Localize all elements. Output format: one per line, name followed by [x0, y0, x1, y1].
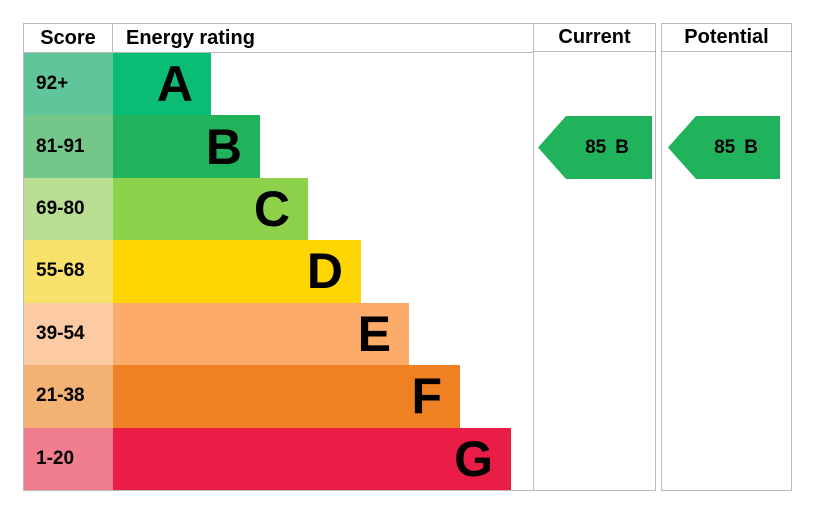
rating-band-bar: B: [113, 115, 260, 178]
potential-band-letter: B: [744, 136, 758, 158]
score-range-label: 21-38: [24, 365, 113, 428]
rating-band-row: 55-68 D: [24, 240, 533, 303]
rating-band-bar: F: [113, 365, 460, 428]
score-range-label: 69-80: [24, 177, 113, 241]
table-header-row: Score Energy rating: [24, 24, 533, 53]
potential-column: Potential 85 B: [661, 23, 792, 491]
band-letter: C: [253, 181, 290, 238]
score-column-header: Score: [24, 24, 113, 52]
score-range-label: 81-91: [24, 115, 113, 178]
energy-rating-column-header: Energy rating: [126, 26, 255, 49]
rating-band-bar: E: [113, 302, 409, 366]
current-band-letter: B: [615, 136, 629, 158]
rating-band-row: 69-80 C: [24, 177, 533, 241]
potential-score-value: 85: [714, 136, 736, 158]
rating-band-bar: G: [113, 427, 511, 490]
rating-band-bar: A: [113, 53, 211, 116]
rating-band-row: 81-91 B: [24, 115, 533, 178]
band-letter: B: [205, 118, 242, 175]
score-range-label: 1-20: [24, 427, 113, 490]
current-rating-arrow: 85 B: [538, 116, 652, 179]
current-column-header: Current: [534, 24, 655, 52]
current-score-value: 85: [585, 136, 607, 158]
potential-column-header: Potential: [662, 24, 791, 52]
band-letter: F: [411, 368, 442, 425]
rating-band-bar: C: [113, 177, 308, 241]
score-range-label: 92+: [24, 53, 113, 116]
band-letter: G: [454, 430, 493, 487]
rating-band-rows: 92+ A 81-91 B 69-80 C 55-68 D 39-54 E 21…: [24, 53, 533, 490]
score-range-label: 55-68: [24, 240, 113, 303]
band-letter: E: [357, 305, 391, 362]
rating-band-row: 21-38 F: [24, 365, 533, 428]
rating-band-row: 1-20 G: [24, 427, 533, 490]
score-range-label: 39-54: [24, 302, 113, 366]
rating-band-row: 39-54 E: [24, 302, 533, 366]
band-letter: D: [306, 243, 343, 300]
band-letter: A: [156, 56, 193, 113]
current-column: Current 85 B: [533, 23, 656, 491]
rating-table: Score Energy rating 92+ A 81-91 B 69-80 …: [23, 23, 533, 491]
rating-band-row: 92+ A: [24, 53, 533, 116]
potential-rating-arrow: 85 B: [668, 116, 780, 179]
rating-band-bar: D: [113, 240, 361, 303]
